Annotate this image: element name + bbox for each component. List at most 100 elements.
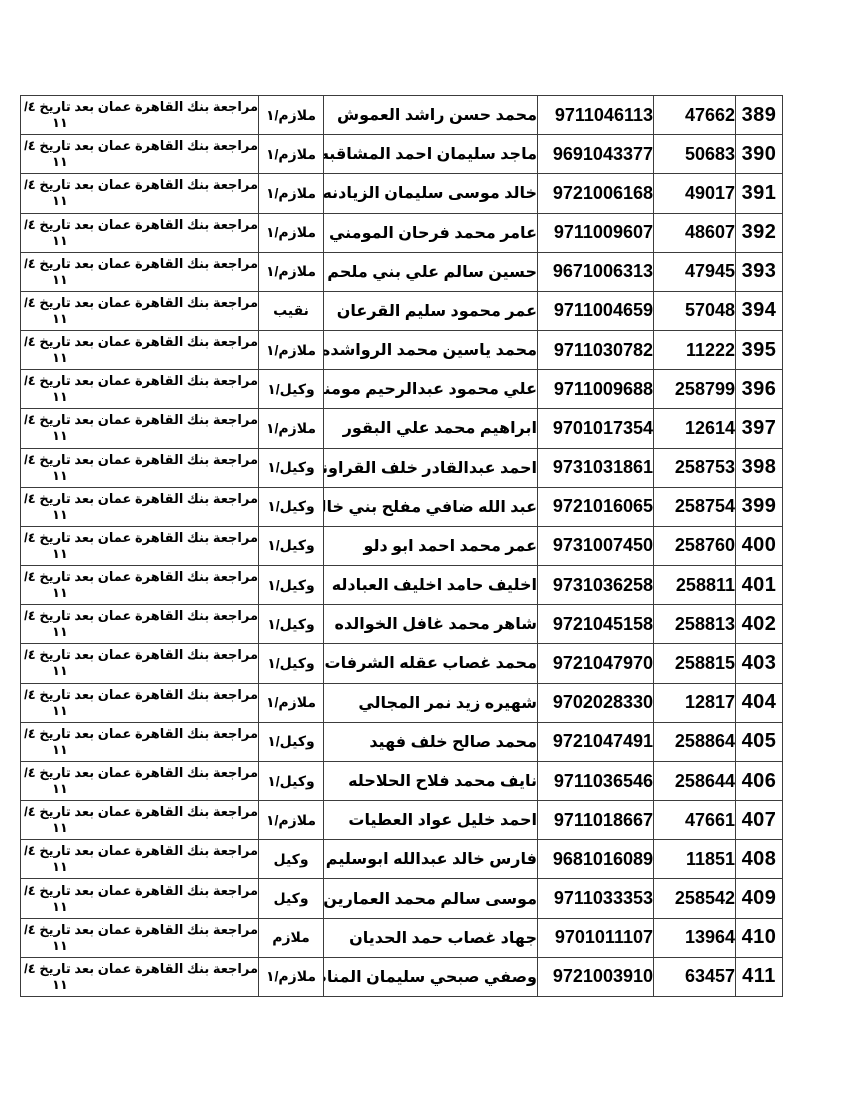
table-row: 399 258754 9721016065 عبد الله ضافي مفلح…: [20, 486, 783, 527]
national-id-cell: 9721016065: [537, 486, 654, 527]
note-cell: مراجعة بنك القاهرة عمان بعد تاريخ ٤/ ١١: [20, 330, 259, 371]
record-number-cell: 258754: [653, 486, 736, 527]
national-id-cell: 9721003910: [537, 956, 654, 998]
note-line1: مراجعة بنك القاهرة عمان بعد تاريخ ٤/: [24, 138, 258, 154]
full-name-cell: شاهر محمد غافل الخوالده: [323, 604, 538, 645]
serial-number-cell: 390: [735, 134, 783, 175]
serial-number-cell: 411: [735, 956, 783, 998]
table-row: 389 47662 9711046113 محمد حسن راشد العمو…: [20, 94, 783, 136]
full-name-cell: احمد عبدالقادر خلف القراونه: [323, 447, 538, 488]
note-line2: ١١: [52, 781, 68, 796]
note-line1: مراجعة بنك القاهرة عمان بعد تاريخ ٤/: [24, 960, 258, 976]
full-name-cell: فارس خالد عبدالله ابوسليم: [323, 839, 538, 880]
serial-number-cell: 408: [735, 839, 783, 880]
record-number-cell: 13964: [653, 917, 736, 958]
rank-cell: وكيل/١: [258, 369, 324, 410]
rank-cell: وكيل/١: [258, 643, 324, 684]
serial-number-cell: 404: [735, 682, 783, 723]
rank-cell: وكيل/١: [258, 721, 324, 762]
note-line1: مراجعة بنك القاهرة عمان بعد تاريخ ٤/: [24, 216, 258, 232]
note-cell: مراجعة بنك القاهرة عمان بعد تاريخ ٤/ ١١: [20, 956, 259, 998]
full-name-cell: عمر محمود سليم القرعان: [323, 290, 538, 332]
note-cell: مراجعة بنك القاهرة عمان بعد تاريخ ٤/ ١١: [20, 604, 259, 645]
note-line2: ١١: [52, 859, 68, 875]
rank-cell: وكيل/١: [258, 604, 324, 645]
table-row: 403 258815 9721047970 محمد غصاب عقله الش…: [20, 643, 783, 684]
table-row: 400 258760 9731007450 عمر محمد احمد ابو …: [20, 525, 783, 567]
note-line2: ١١: [52, 741, 68, 757]
table-body: 389 47662 9711046113 محمد حسن راشد العمو…: [20, 94, 783, 998]
note-line2: ١١: [52, 193, 68, 209]
note-line2: ١١: [52, 467, 68, 483]
note-line2: ١١: [52, 310, 68, 326]
full-name-cell: عبد الله ضافي مفلح بني خالد: [323, 486, 538, 527]
rank-cell: ملازم/١: [258, 251, 324, 292]
record-number-cell: 49017: [653, 173, 736, 214]
table-row: 390 50683 9691043377 ماجد سليمان احمد ال…: [20, 134, 783, 175]
record-number-cell: 258542: [653, 878, 736, 919]
note-line2: ١١: [52, 663, 68, 679]
rank-cell: ملازم/١: [258, 173, 324, 214]
table-row: 391 49017 9721006168 خالد موسى سليمان ال…: [20, 173, 783, 214]
full-name-cell: عامر محمد فرحان المومني: [323, 212, 538, 253]
record-number-cell: 11222: [653, 330, 736, 371]
rank-cell: وكيل/١: [258, 760, 324, 802]
serial-number-cell: 401: [735, 565, 783, 606]
full-name-cell: ابراهيم محمد علي البقور: [323, 408, 538, 449]
table-row: 397 12614 9701017354 ابراهيم محمد علي ال…: [20, 408, 783, 449]
rank-cell: وكيل: [258, 878, 324, 919]
note-cell: مراجعة بنك القاهرة عمان بعد تاريخ ٤/ ١١: [20, 94, 259, 136]
record-number-cell: 258753: [653, 447, 736, 488]
note-line2: ١١: [52, 271, 68, 287]
record-number-cell: 12614: [653, 408, 736, 449]
note-cell: مراجعة بنك القاهرة عمان بعد تاريخ ٤/ ١١: [20, 134, 259, 175]
table-row: 409 258542 9711033353 موسى سالم محمد الع…: [20, 878, 783, 919]
full-name-cell: محمد حسن راشد العموش: [323, 94, 538, 136]
note-line2: ١١: [52, 937, 68, 953]
record-number-cell: 258815: [653, 643, 736, 684]
note-line1: مراجعة بنك القاهرة عمان بعد تاريخ ٤/: [24, 529, 258, 545]
national-id-cell: 9711018667: [537, 800, 654, 841]
note-cell: مراجعة بنك القاهرة عمان بعد تاريخ ٤/ ١١: [20, 721, 259, 762]
note-cell: مراجعة بنك القاهرة عمان بعد تاريخ ٤/ ١١: [20, 760, 259, 802]
table-row: 392 48607 9711009607 عامر محمد فرحان الم…: [20, 212, 783, 253]
full-name-cell: شهيره زيد نمر المجالي: [323, 682, 538, 723]
serial-number-cell: 396: [735, 369, 783, 410]
rank-cell: ملازم/١: [258, 800, 324, 841]
note-cell: مراجعة بنك القاهرة عمان بعد تاريخ ٤/ ١١: [20, 525, 259, 567]
table-row: 401 258811 9731036258 اخليف حامد اخليف ا…: [20, 565, 783, 606]
note-line2: ١١: [52, 976, 68, 992]
rank-cell: ملازم/١: [258, 330, 324, 371]
note-line2: ١١: [52, 115, 68, 131]
full-name-cell: جهاد غصاب حمد الحديان: [323, 917, 538, 958]
national-id-cell: 9721045158: [537, 604, 654, 645]
record-number-cell: 47662: [653, 94, 736, 136]
rank-cell: وكيل: [258, 839, 324, 880]
record-number-cell: 258813: [653, 604, 736, 645]
serial-number-cell: 405: [735, 721, 783, 762]
table-row: 405 258864 9721047491 محمد صالح خلف فهيد…: [20, 721, 783, 762]
record-number-cell: 258864: [653, 721, 736, 762]
full-name-cell: محمد ياسين محمد الرواشده: [323, 330, 538, 371]
note-line1: مراجعة بنك القاهرة عمان بعد تاريخ ٤/: [24, 765, 258, 780]
serial-number-cell: 394: [735, 290, 783, 332]
serial-number-cell: 397: [735, 408, 783, 449]
note-cell: مراجعة بنك القاهرة عمان بعد تاريخ ٤/ ١١: [20, 173, 259, 214]
note-line2: ١١: [52, 154, 68, 170]
full-name-cell: خالد موسى سليمان الزيادنه: [323, 173, 538, 214]
table-row: 410 13964 9701011107 جهاد غصاب حمد الحدي…: [20, 917, 783, 958]
record-number-cell: 47945: [653, 251, 736, 292]
note-cell: مراجعة بنك القاهرة عمان بعد تاريخ ٤/ ١١: [20, 447, 259, 488]
table-row: 407 47661 9711018667 احمد خليل عواد العط…: [20, 800, 783, 841]
note-line2: ١١: [52, 585, 68, 601]
serial-number-cell: 409: [735, 878, 783, 919]
record-number-cell: 11851: [653, 839, 736, 880]
national-id-cell: 9711009607: [537, 212, 654, 253]
note-cell: مراجعة بنك القاهرة عمان بعد تاريخ ٤/ ١١: [20, 290, 259, 332]
note-line1: مراجعة بنك القاهرة عمان بعد تاريخ ٤/: [24, 177, 258, 193]
note-line1: مراجعة بنك القاهرة عمان بعد تاريخ ٤/: [24, 804, 258, 820]
rank-cell: ملازم/١: [258, 212, 324, 253]
note-line1: مراجعة بنك القاهرة عمان بعد تاريخ ٤/: [24, 725, 258, 741]
note-line2: ١١: [52, 428, 68, 444]
note-line1: مراجعة بنك القاهرة عمان بعد تاريخ ٤/: [24, 686, 258, 702]
